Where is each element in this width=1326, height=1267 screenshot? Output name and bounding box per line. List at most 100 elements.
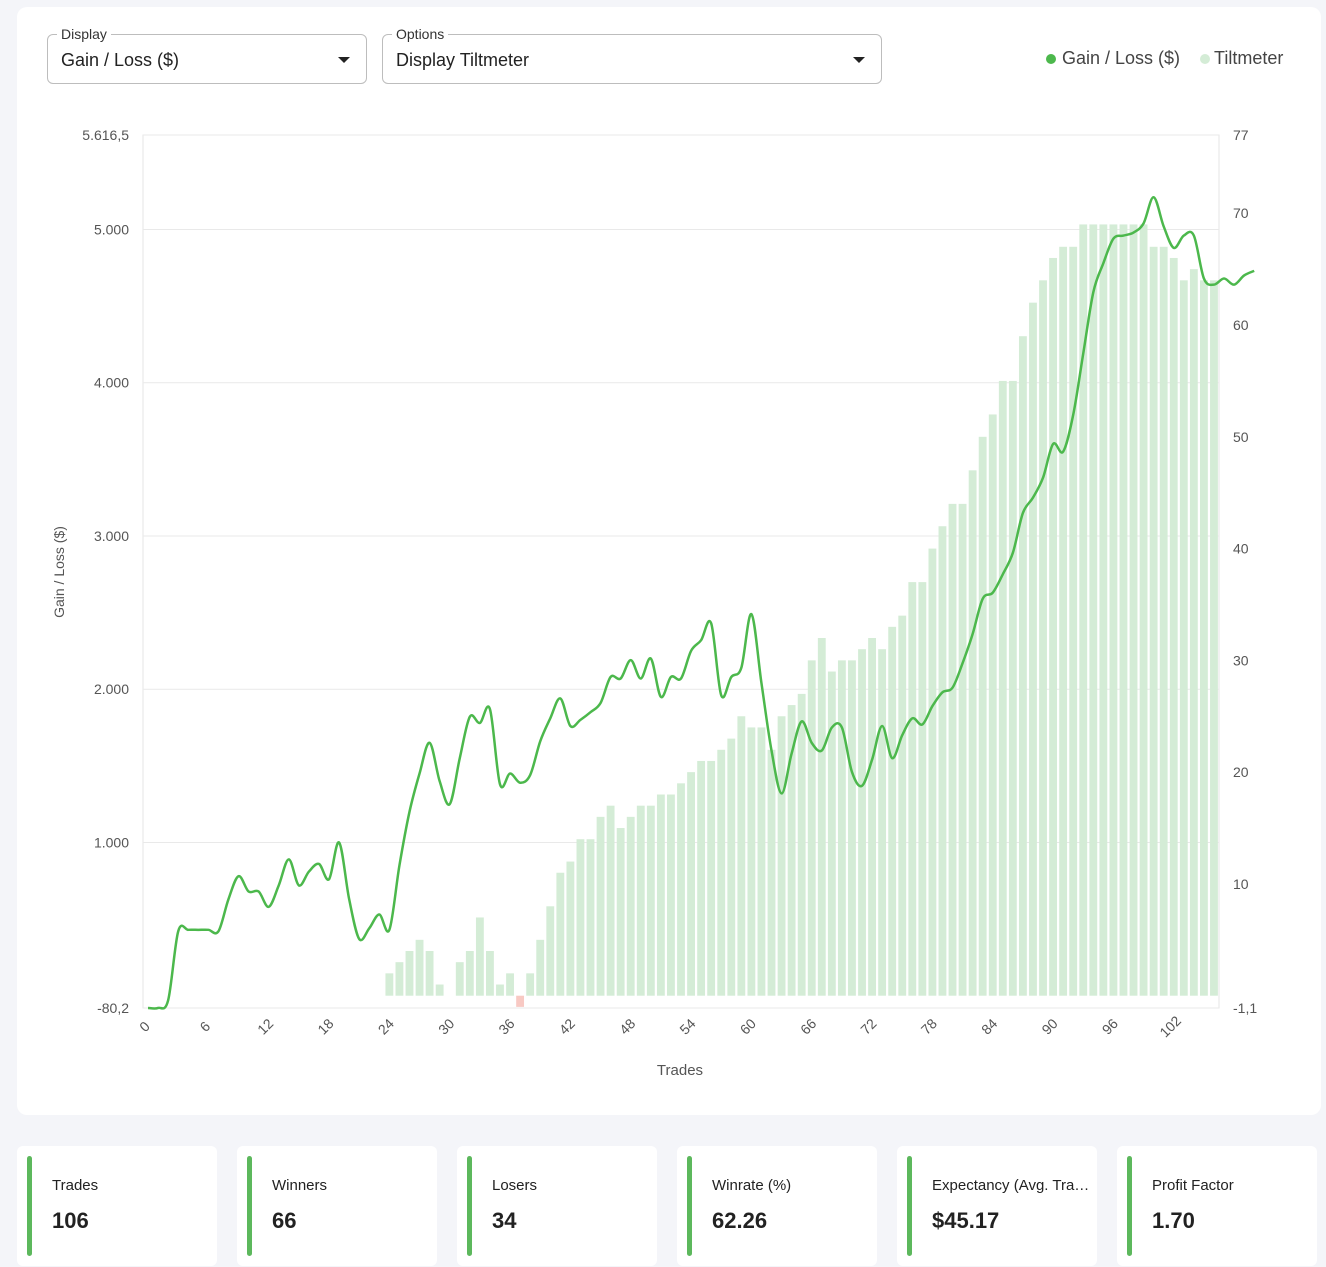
gain-loss-line <box>147 196 1255 1010</box>
tiltmeter-bar <box>988 414 997 996</box>
chevron-down-icon <box>853 57 865 63</box>
x-tick-label: 78 <box>918 1015 940 1037</box>
tiltmeter-bar <box>516 995 525 1007</box>
tiltmeter-bar <box>1119 224 1128 996</box>
tiltmeter-bar <box>797 693 806 996</box>
tiltmeter-bar <box>777 716 786 996</box>
y-tick-label: 5.616,5 <box>82 127 129 143</box>
tiltmeter-bar <box>948 503 957 996</box>
tiltmeter-bar <box>978 436 987 996</box>
tiltmeter-bar <box>727 738 736 996</box>
tiltmeter-bar <box>1189 269 1198 996</box>
x-tick-label: 24 <box>375 1015 397 1037</box>
tiltmeter-bar <box>888 626 897 996</box>
x-tick-label: 102 <box>1156 1012 1184 1040</box>
stat-card: Losers 34 <box>457 1146 657 1266</box>
y2-tick-label: 50 <box>1233 429 1249 445</box>
tiltmeter-bar <box>667 794 675 996</box>
tiltmeter-bar <box>938 526 947 996</box>
stat-accent-bar <box>27 1156 32 1256</box>
tiltmeter-bar <box>1109 224 1118 996</box>
y-tick-label: 5.000 <box>94 221 129 237</box>
y2-tick-label: -1,1 <box>1233 1000 1257 1016</box>
tiltmeter-bar <box>1018 336 1027 996</box>
stat-label: Winrate (%) <box>712 1177 792 1194</box>
stat-label: Expectancy (Avg. Trade) <box>932 1177 1090 1194</box>
chevron-down-icon <box>338 57 350 63</box>
tiltmeter-bar <box>737 716 746 996</box>
tiltmeter-bar <box>898 615 907 996</box>
tiltmeter-bar <box>968 470 977 996</box>
legend-dot-icon <box>1046 53 1056 64</box>
stat-card: Trades 106 <box>17 1146 217 1266</box>
tiltmeter-bar <box>837 660 846 996</box>
y2-tick-label: 30 <box>1233 652 1249 668</box>
y2-tick-label: 70 <box>1233 205 1249 221</box>
tiltmeter-bar <box>787 705 796 996</box>
tiltmeter-bar <box>1008 380 1017 996</box>
y-tick-label: 1.000 <box>94 834 129 850</box>
tiltmeter-bar <box>415 939 424 996</box>
tiltmeter-bar <box>878 649 887 996</box>
y-tick-label: 3.000 <box>94 528 129 544</box>
options-select[interactable]: Options Display Tiltmeter <box>382 26 882 84</box>
stat-label: Losers <box>492 1177 538 1194</box>
stat-value: 1.70 <box>1152 1208 1195 1233</box>
tiltmeter-bar <box>546 906 555 996</box>
stat-card: Expectancy (Avg. Trade) $45.17 <box>897 1146 1097 1266</box>
stat-value: $45.17 <box>932 1208 1000 1233</box>
tiltmeter-bar <box>858 649 866 996</box>
tiltmeter-bar <box>1149 246 1158 996</box>
stat-accent-bar <box>1127 1156 1132 1256</box>
legend-dot-icon <box>1200 53 1210 64</box>
tiltmeter-bar <box>918 582 927 996</box>
tiltmeter-bar <box>496 984 504 996</box>
stat-accent-bar <box>247 1156 252 1256</box>
tiltmeter-bar <box>1159 246 1168 996</box>
tiltmeter-bar <box>486 950 494 996</box>
tiltmeter-bar <box>556 872 565 996</box>
tiltmeter-bar <box>848 660 856 996</box>
tiltmeter-bar <box>646 805 655 996</box>
tiltmeter-bar <box>1139 224 1148 996</box>
stat-accent-bar <box>687 1156 692 1256</box>
tiltmeter-bar <box>677 783 685 996</box>
x-tick-label: 6 <box>196 1018 213 1035</box>
legend-item-tiltmeter[interactable]: Tiltmeter <box>1200 48 1283 69</box>
legend-item-gain-loss[interactable]: Gain / Loss ($) <box>1046 48 1180 69</box>
tiltmeter-bar <box>395 962 404 996</box>
x-tick-label: 54 <box>676 1015 698 1037</box>
x-tick-label: 90 <box>1038 1015 1060 1037</box>
stat-value: 106 <box>52 1208 89 1233</box>
x-tick-label: 84 <box>978 1015 1000 1037</box>
tiltmeter-bar <box>506 973 514 996</box>
tiltmeter-bar <box>928 548 937 996</box>
tiltmeter-bar <box>1169 257 1178 996</box>
stat-label: Winners <box>272 1177 328 1194</box>
y2-tick-label: 60 <box>1233 317 1249 333</box>
tiltmeter-bar <box>958 503 967 996</box>
tiltmeter-bar <box>616 828 625 996</box>
x-tick-label: 30 <box>435 1015 457 1037</box>
tiltmeter-bar <box>1029 302 1037 996</box>
tiltmeter-bar <box>747 727 756 996</box>
x-tick-label: 72 <box>857 1015 879 1037</box>
display-select-value: Gain / Loss ($) <box>61 50 180 70</box>
tiltmeter-bar <box>636 805 645 996</box>
tiltmeter-bar <box>717 749 726 996</box>
x-tick-label: 12 <box>254 1015 276 1037</box>
y2-tick-label: 77 <box>1233 127 1249 143</box>
x-tick-label: 96 <box>1099 1015 1121 1037</box>
display-select[interactable]: Display Gain / Loss ($) <box>47 26 367 84</box>
x-tick-label: 18 <box>314 1015 336 1037</box>
tiltmeter-bar <box>687 772 695 996</box>
y2-tick-label: 10 <box>1233 876 1249 892</box>
y2-tick-label: 40 <box>1233 541 1249 557</box>
display-select-label: Display <box>57 26 111 42</box>
tiltmeter-bar <box>1129 224 1138 996</box>
tiltmeter-bar <box>656 794 665 996</box>
stat-card: Profit Factor 1.70 <box>1117 1146 1317 1266</box>
tiltmeter-bar <box>536 939 545 996</box>
legend-label: Gain / Loss ($) <box>1062 48 1181 68</box>
tiltmeter-bar <box>1039 280 1047 996</box>
